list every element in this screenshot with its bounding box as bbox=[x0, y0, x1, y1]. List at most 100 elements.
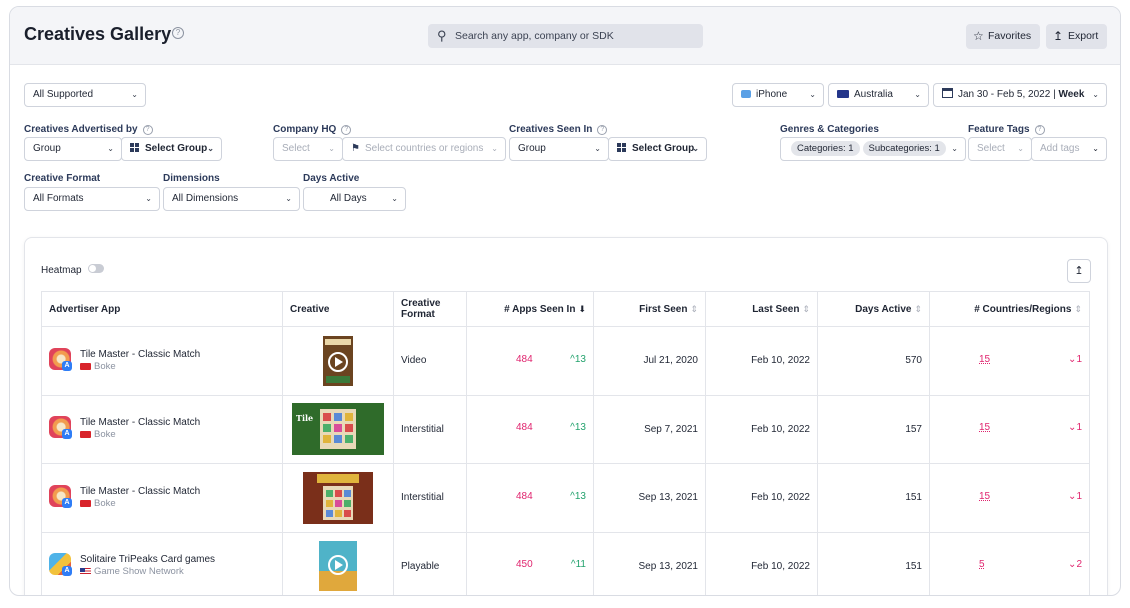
help-icon[interactable]: ? bbox=[1034, 125, 1045, 135]
feature-tags-select[interactable]: Select ⌄ bbox=[968, 137, 1032, 161]
search-placeholder: Search any app, company or SDK bbox=[455, 30, 614, 42]
table-row[interactable]: A Solitaire TriPeaks Card games Game Sho… bbox=[41, 531, 1090, 595]
search-input[interactable]: ⚲ Search any app, company or SDK bbox=[428, 24, 703, 48]
seen-in-select-group[interactable]: Select Group ⌄ bbox=[608, 137, 707, 161]
app-name[interactable]: Tile Master - Classic Match bbox=[80, 417, 201, 429]
chevron-down-icon: ⌄ bbox=[107, 144, 114, 153]
first-seen-cell: Sep 7, 2021 bbox=[593, 394, 706, 464]
help-icon[interactable]: ? bbox=[597, 125, 608, 135]
last-seen-cell: Feb 10, 2022 bbox=[705, 394, 818, 464]
days-active-select[interactable]: All Days ⌄ bbox=[303, 187, 406, 211]
chevron-down-icon: ⌄ bbox=[145, 194, 152, 203]
dimensions-value: All Dimensions bbox=[172, 193, 239, 204]
col-first-seen-text: First Seen bbox=[639, 303, 688, 315]
countries-cell[interactable]: 15 ⌄1 bbox=[937, 354, 1082, 368]
date-range-select[interactable]: Jan 30 - Feb 5, 2022 | Week ⌄ bbox=[933, 83, 1107, 107]
countries-value[interactable]: 15 bbox=[979, 353, 991, 365]
dimensions-select[interactable]: All Dimensions ⌄ bbox=[163, 187, 300, 211]
app-store-icon: A bbox=[62, 566, 72, 577]
col-countries[interactable]: # Countries/Regions ⇕ bbox=[929, 291, 1090, 327]
advertiser-app-cell[interactable]: A Tile Master - Classic Match Boke bbox=[49, 414, 275, 444]
sort-icon[interactable]: ⇕ bbox=[1074, 303, 1082, 314]
genres-select[interactable]: Categories: 1 Subcategories: 1 ⌄ bbox=[780, 137, 966, 161]
advertiser-app-cell[interactable]: A Solitaire TriPeaks Card games Game Sho… bbox=[49, 551, 275, 581]
apps-seen-cell: 484 ^13 bbox=[474, 422, 586, 436]
countries-cell[interactable]: 15 ⌄1 bbox=[937, 491, 1082, 505]
sort-icon[interactable]: ⇕ bbox=[690, 303, 698, 314]
company-hq-label: Company HQ? bbox=[273, 124, 352, 135]
app-store-icon: A bbox=[62, 360, 72, 371]
upload-icon: ↥ bbox=[1053, 29, 1064, 43]
table-row[interactable]: A Tile Master - Classic Match Boke Tile … bbox=[41, 394, 1090, 464]
creative-thumbnail[interactable]: Tile bbox=[292, 403, 384, 456]
countries-cell[interactable]: 5 ⌄2 bbox=[937, 559, 1082, 573]
company-hq-select[interactable]: Select ⌄ bbox=[273, 137, 343, 161]
help-icon[interactable]: ? bbox=[172, 27, 184, 39]
apps-seen-delta-value: 11 bbox=[575, 559, 586, 571]
col-last-seen[interactable]: Last Seen ⇕ bbox=[705, 291, 818, 327]
device-value: iPhone bbox=[756, 89, 788, 100]
device-select[interactable]: iPhone ⌄ bbox=[732, 83, 824, 107]
countries-select[interactable]: ⚑ Select countries or regions ⌄ bbox=[342, 137, 506, 161]
heatmap-toggle[interactable] bbox=[88, 264, 104, 273]
creative-format-select[interactable]: All Formats ⌄ bbox=[24, 187, 160, 211]
sort-desc-icon[interactable]: ⬇ bbox=[578, 303, 586, 314]
supported-select[interactable]: All Supported ⌄ bbox=[24, 83, 146, 107]
advertised-by-group-value: Group bbox=[33, 143, 61, 154]
advertiser-app-cell[interactable]: A Tile Master - Classic Match Boke bbox=[49, 346, 275, 376]
last-seen-cell: Feb 10, 2022 bbox=[705, 531, 818, 595]
help-icon[interactable]: ? bbox=[142, 125, 153, 135]
countries-value[interactable]: 15 bbox=[979, 422, 991, 434]
creative-thumbnail[interactable] bbox=[323, 335, 353, 386]
apps-seen-cell: 484 ^13 bbox=[474, 354, 586, 368]
company-name-text: Boke bbox=[94, 360, 116, 372]
app-name[interactable]: Solitaire TriPeaks Card games bbox=[80, 554, 216, 566]
table-row[interactable]: A Tile Master - Classic Match Boke Video… bbox=[41, 326, 1090, 396]
seen-in-label: Creatives Seen In? bbox=[509, 124, 608, 135]
chevron-down-icon: ⌄ bbox=[914, 90, 921, 99]
countries-value[interactable]: 5 bbox=[979, 559, 985, 571]
company-name[interactable]: Boke bbox=[80, 429, 116, 440]
company-name[interactable]: Game Show Network bbox=[80, 566, 184, 577]
creative-thumbnail[interactable] bbox=[303, 471, 373, 524]
col-first-seen[interactable]: First Seen ⇕ bbox=[593, 291, 706, 327]
calendar-icon bbox=[942, 88, 953, 98]
days-active-value: All Days bbox=[330, 193, 367, 204]
advertiser-app-cell[interactable]: A Tile Master - Classic Match Boke bbox=[49, 483, 275, 513]
country-select[interactable]: Australia ⌄ bbox=[828, 83, 929, 107]
company-name-text: Boke bbox=[94, 429, 116, 441]
first-seen-cell: Sep 13, 2021 bbox=[593, 463, 706, 533]
export-button[interactable]: ↥ Export bbox=[1046, 24, 1107, 49]
favorites-button[interactable]: ☆ Favorites bbox=[966, 24, 1040, 49]
col-apps-seen-in-text: # Apps Seen In bbox=[504, 303, 576, 315]
table-export-button[interactable]: ↥ bbox=[1067, 259, 1091, 283]
app-store-icon: A bbox=[62, 429, 72, 440]
sort-icon[interactable]: ⇕ bbox=[802, 303, 810, 314]
advertised-by-select-group[interactable]: Select Group ⌄ bbox=[121, 137, 222, 161]
table-row[interactable]: A Tile Master - Classic Match Boke Inter… bbox=[41, 463, 1090, 533]
col-advertiser-app[interactable]: Advertiser App bbox=[41, 291, 283, 327]
company-name[interactable]: Boke bbox=[80, 361, 116, 372]
creative-thumbnail[interactable] bbox=[319, 541, 357, 592]
first-seen-cell: Jul 21, 2020 bbox=[593, 326, 706, 396]
heatmap-label: Heatmap bbox=[41, 265, 82, 276]
app-name[interactable]: Tile Master - Classic Match bbox=[80, 348, 201, 360]
company-name[interactable]: Boke bbox=[80, 498, 116, 509]
sort-icon[interactable]: ⇕ bbox=[914, 303, 922, 314]
countries-delta-value: 1 bbox=[1076, 490, 1082, 502]
results-card: Heatmap ↥ Advertiser App Creative Creati… bbox=[24, 237, 1108, 595]
seen-in-group-select[interactable]: Group ⌄ bbox=[509, 137, 609, 161]
help-icon[interactable]: ? bbox=[341, 125, 352, 135]
col-days-active[interactable]: Days Active ⇕ bbox=[817, 291, 930, 327]
countries-cell[interactable]: 15 ⌄1 bbox=[937, 422, 1082, 436]
advertised-by-label-text: Creatives Advertised by bbox=[24, 124, 138, 135]
chevron-down-icon: ⌄ bbox=[1092, 144, 1099, 153]
col-apps-seen-in[interactable]: # Apps Seen In ⬇ bbox=[466, 291, 594, 327]
chevron-down-icon: ⌄ bbox=[1092, 90, 1099, 99]
countries-value[interactable]: 15 bbox=[979, 490, 991, 502]
select-group-label: Select Group bbox=[632, 143, 695, 154]
advertised-by-group-select[interactable]: Group ⌄ bbox=[24, 137, 122, 161]
col-last-seen-text: Last Seen bbox=[752, 303, 800, 315]
add-tags-input[interactable]: Add tags ⌄ bbox=[1031, 137, 1107, 161]
app-name[interactable]: Tile Master - Classic Match bbox=[80, 485, 201, 497]
